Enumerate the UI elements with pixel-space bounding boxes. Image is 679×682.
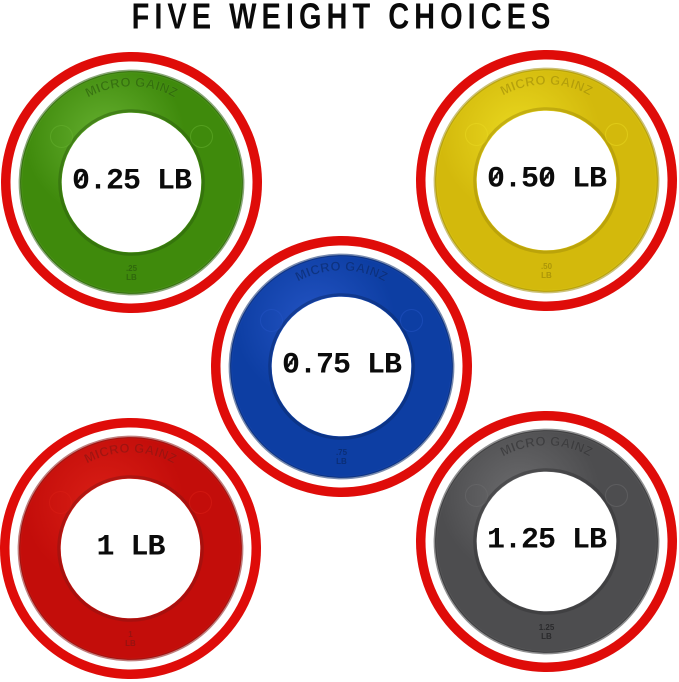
svg-text:1.25 LB: 1.25 LB [487, 524, 607, 558]
svg-text:.50: .50 [541, 262, 553, 271]
svg-text:1 LB: 1 LB [96, 531, 165, 565]
svg-text:1: 1 [128, 630, 133, 639]
svg-text:LB: LB [125, 639, 136, 648]
svg-text:0.50 LB: 0.50 LB [487, 163, 607, 197]
svg-text:0.75 LB: 0.75 LB [282, 349, 402, 383]
svg-text:1.25: 1.25 [539, 623, 555, 632]
svg-text:0.25 LB: 0.25 LB [71, 164, 191, 198]
svg-text:LB: LB [336, 457, 347, 466]
svg-text:.75: .75 [336, 448, 348, 457]
svg-text:LB: LB [541, 632, 552, 641]
svg-text:LB: LB [126, 273, 137, 282]
svg-text:LB: LB [541, 271, 552, 280]
svg-text:.25: .25 [125, 264, 137, 273]
